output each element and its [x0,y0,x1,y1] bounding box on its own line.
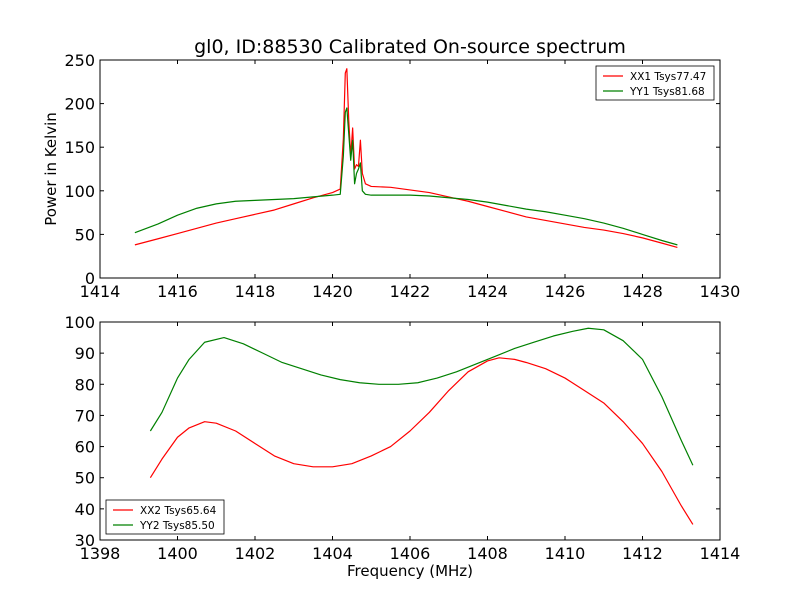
x-tick-label: 1414 [700,544,741,563]
chart-title: gl0, ID:88530 Calibrated On-source spect… [194,36,626,58]
x-axis-label: Frequency (MHz) [347,562,473,580]
legend-label-2: YY2 Tsys85.50 [139,520,215,532]
y-tick-label: 200 [64,95,95,114]
x-tick-label: 1426 [545,282,586,301]
x-tick-label: 1418 [235,282,276,301]
y-tick-label: 40 [75,500,95,519]
legend-box [595,65,715,101]
x-tick-label: 1398 [80,544,121,563]
x-tick-label: 1408 [467,544,508,563]
x-tick-label: 1430 [700,282,741,301]
y-tick-label: 50 [75,225,95,244]
x-tick-label: 1402 [235,544,276,563]
y-tick-label: 250 [64,51,95,70]
y-axis-label: Power in Kelvin [42,112,60,226]
legend-label-1: XX1 Tsys77.47 [630,71,706,83]
y-tick-label: 30 [75,531,95,550]
x-tick-label: 1416 [157,282,198,301]
bottom-plot: 1398 1400 1402 1404 1406 1408 1410 1412 1414 30 40… [64,313,740,580]
x-tick-label: 1404 [312,544,353,563]
x-tick-label: 1428 [622,282,663,301]
legend-box [105,499,225,535]
y-tick-label: 100 [64,182,95,201]
y-tick-label: 60 [75,438,95,457]
legend-label-2: YY1 Tsys81.68 [629,86,705,98]
top-plot: 1414 1416 1418 1420 1422 1424 1426 1428 1430 0 50 1… [42,51,740,301]
y-tick-label: 70 [75,406,95,425]
y-tick-label: 150 [64,138,95,157]
x-tick-label: 1420 [312,282,353,301]
x-tick-label: 1400 [157,544,198,563]
x-tick-label: 1422 [390,282,431,301]
x-tick-label: 1412 [622,544,663,563]
legend-label-1: XX2 Tsys65.64 [140,505,217,517]
y-tick-label: 90 [75,344,95,363]
series-line-1 [134,68,678,249]
y-tick-label: 50 [75,469,95,488]
x-tick-label: 1414 [80,282,121,301]
series-line-2 [149,327,694,466]
y-tick-label: 0 [85,269,95,288]
x-tick-label: 1424 [467,282,508,301]
series-line-2 [134,107,678,246]
y-tick-label: 100 [64,313,95,332]
x-tick-label: 1406 [390,544,431,563]
x-tick-label: 1410 [545,544,586,563]
series-line-1 [149,357,694,525]
y-tick-label: 80 [75,375,95,394]
